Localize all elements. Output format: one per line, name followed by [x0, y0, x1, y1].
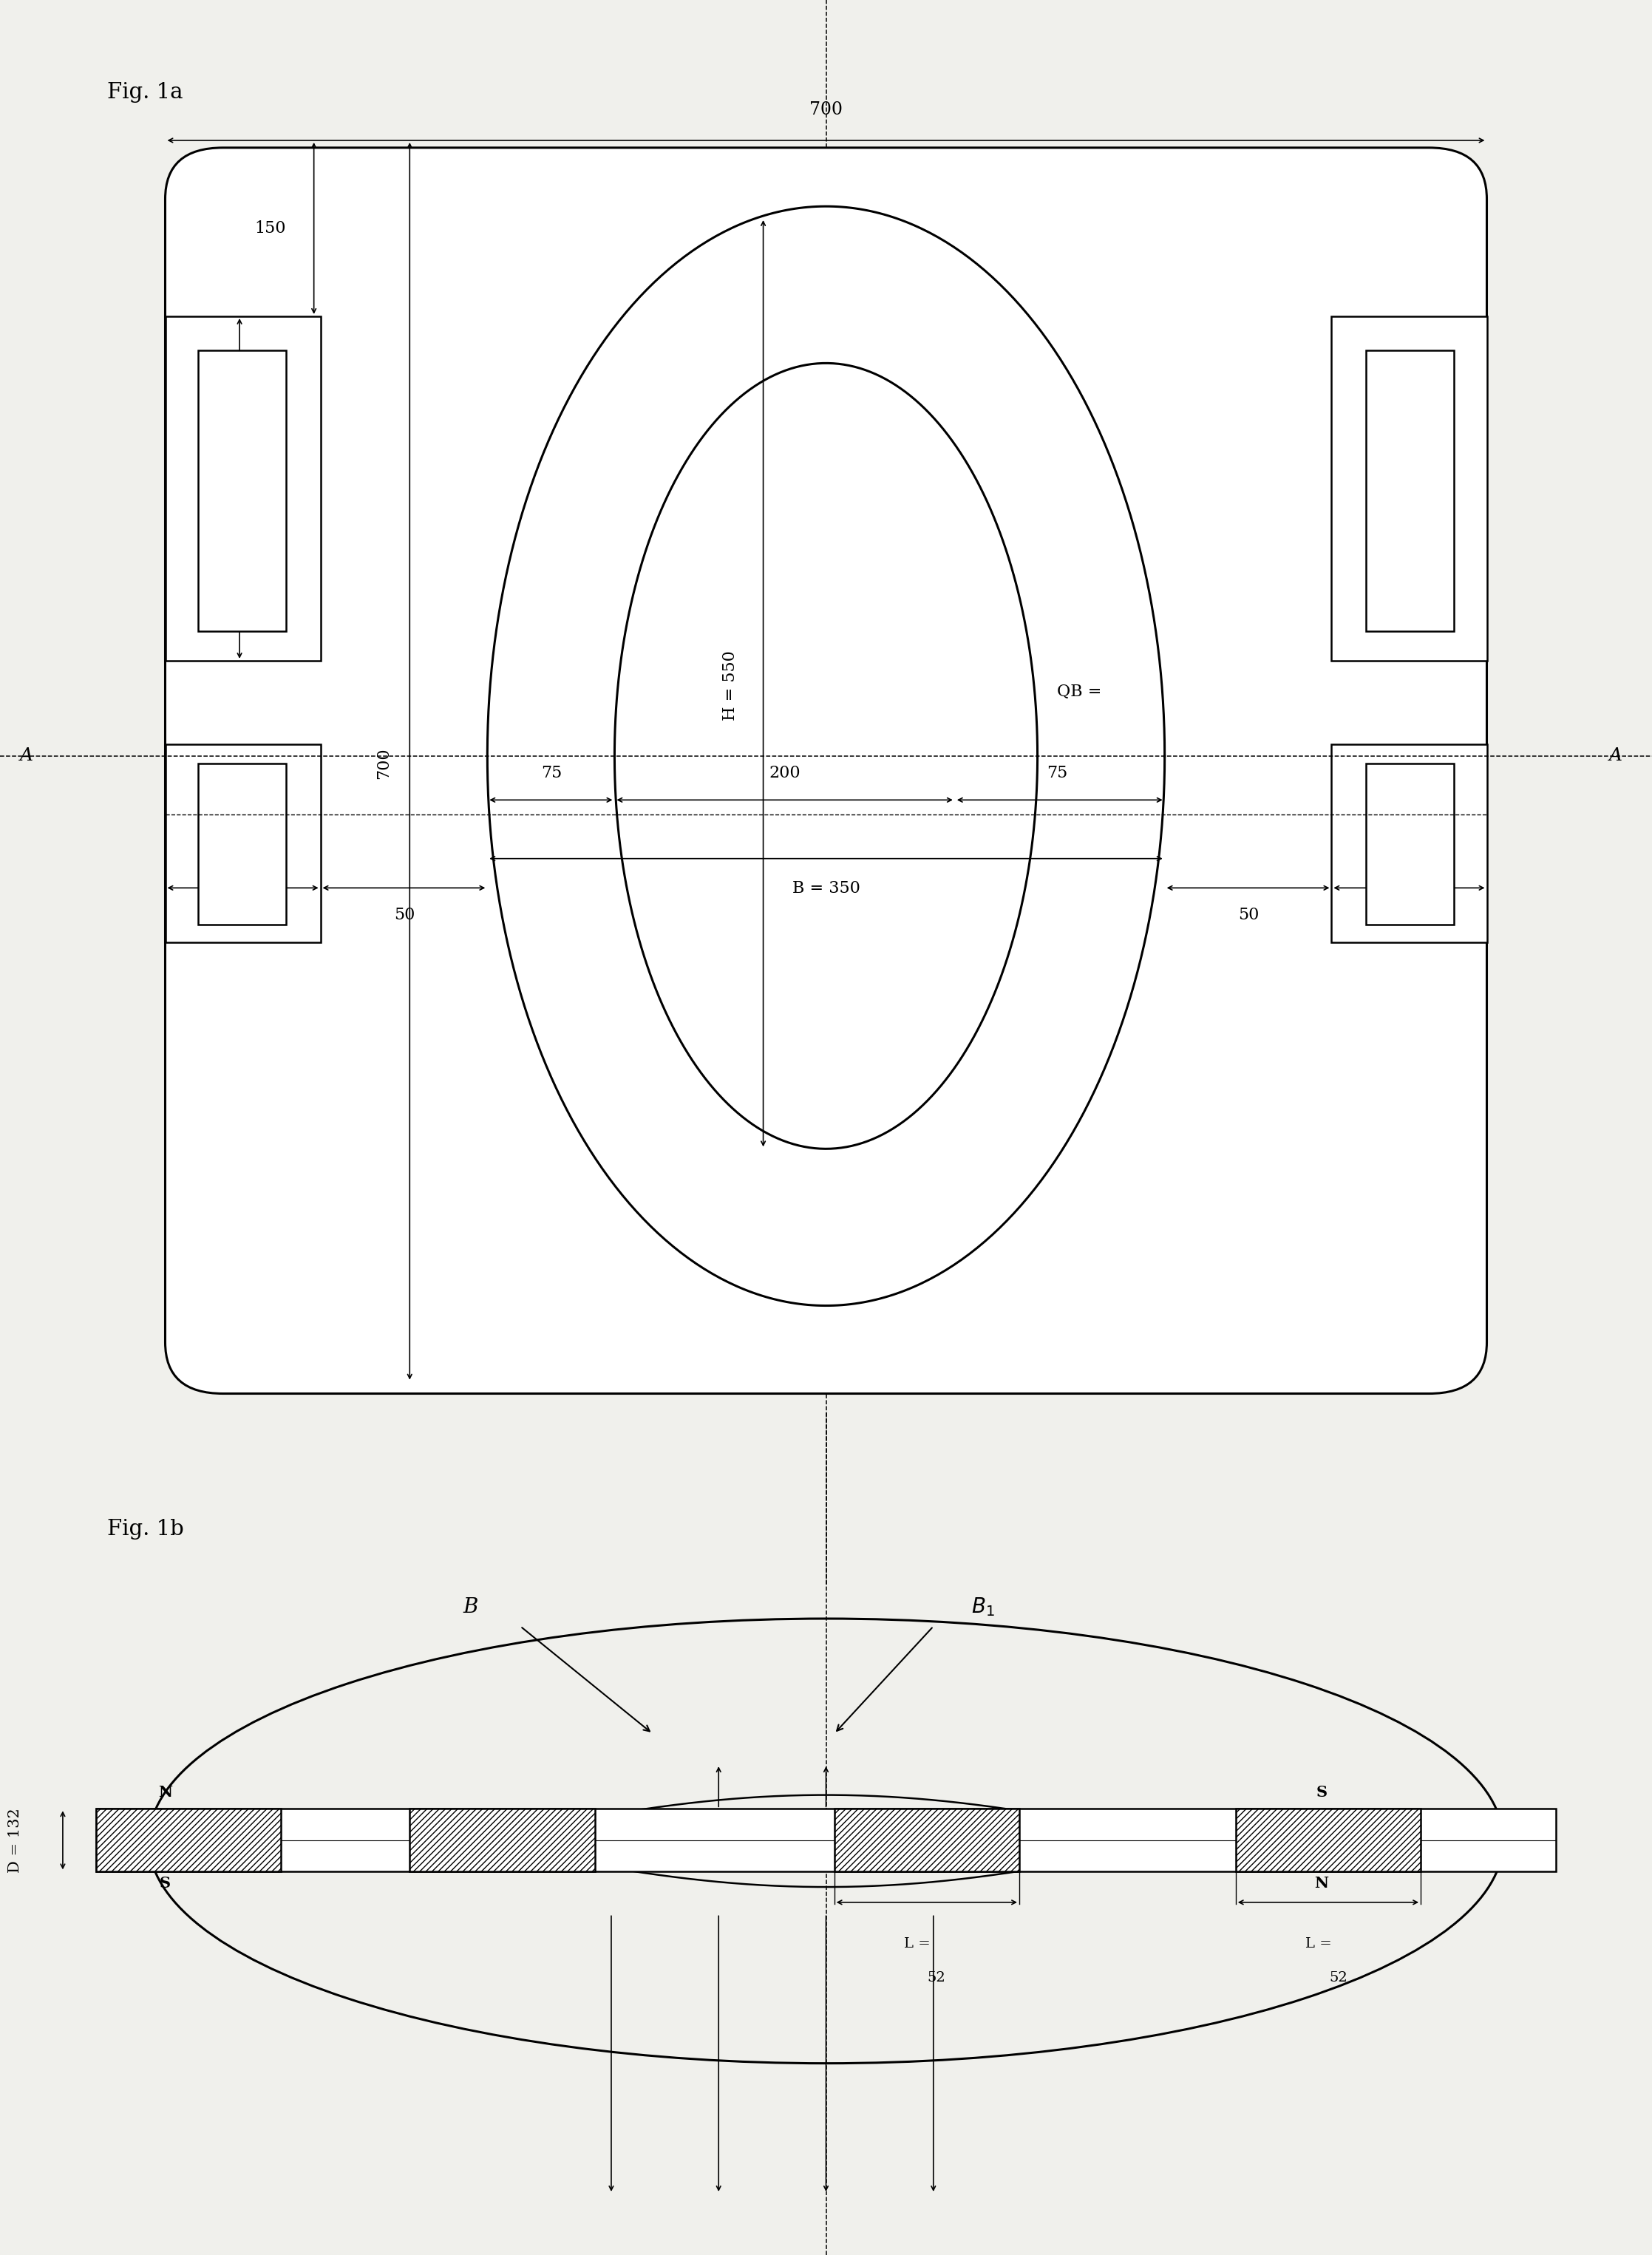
Text: 52: 52 [927, 1971, 947, 1984]
FancyBboxPatch shape [96, 1809, 1556, 1872]
FancyBboxPatch shape [1332, 744, 1487, 943]
Text: 200: 200 [768, 764, 801, 780]
FancyBboxPatch shape [198, 350, 286, 631]
Text: D = 132: D = 132 [8, 1809, 23, 1872]
Text: S: S [160, 1876, 170, 1890]
FancyBboxPatch shape [834, 1809, 1019, 1872]
FancyBboxPatch shape [1236, 1809, 1421, 1872]
Text: B: B [463, 1597, 479, 1617]
Text: A: A [20, 746, 33, 764]
Text: L =: L = [904, 1937, 930, 1951]
Text: A: A [1609, 746, 1622, 764]
FancyBboxPatch shape [1366, 762, 1454, 925]
Text: 150: 150 [254, 221, 286, 237]
Text: 50: 50 [1239, 907, 1259, 922]
Text: Fig. 1b: Fig. 1b [107, 1520, 183, 1540]
FancyBboxPatch shape [198, 762, 286, 925]
Text: B = 350: B = 350 [791, 882, 861, 897]
Text: 700: 700 [375, 749, 392, 778]
Text: 75: 75 [1047, 764, 1067, 780]
Text: 50: 50 [395, 907, 415, 922]
Text: 700: 700 [809, 101, 843, 117]
Text: 75: 75 [542, 764, 562, 780]
Text: N: N [159, 1784, 172, 1799]
Text: $B_1$: $B_1$ [971, 1597, 995, 1619]
Text: N: N [1315, 1876, 1328, 1890]
FancyBboxPatch shape [165, 744, 320, 943]
FancyBboxPatch shape [165, 147, 1487, 1394]
FancyBboxPatch shape [165, 316, 320, 661]
Text: 100: 100 [1393, 907, 1426, 922]
Text: 200: 200 [203, 471, 220, 503]
Text: 52: 52 [1328, 1971, 1348, 1984]
Text: 100: 100 [226, 907, 259, 922]
FancyBboxPatch shape [1366, 350, 1454, 631]
FancyBboxPatch shape [1332, 316, 1487, 661]
Text: S: S [1317, 1784, 1327, 1799]
FancyBboxPatch shape [96, 1809, 281, 1872]
Text: H = 550: H = 550 [722, 652, 738, 722]
Text: QB =: QB = [1057, 683, 1102, 701]
Text: Fig. 1a: Fig. 1a [107, 81, 183, 101]
Text: L =: L = [1305, 1937, 1332, 1951]
FancyBboxPatch shape [410, 1809, 595, 1872]
